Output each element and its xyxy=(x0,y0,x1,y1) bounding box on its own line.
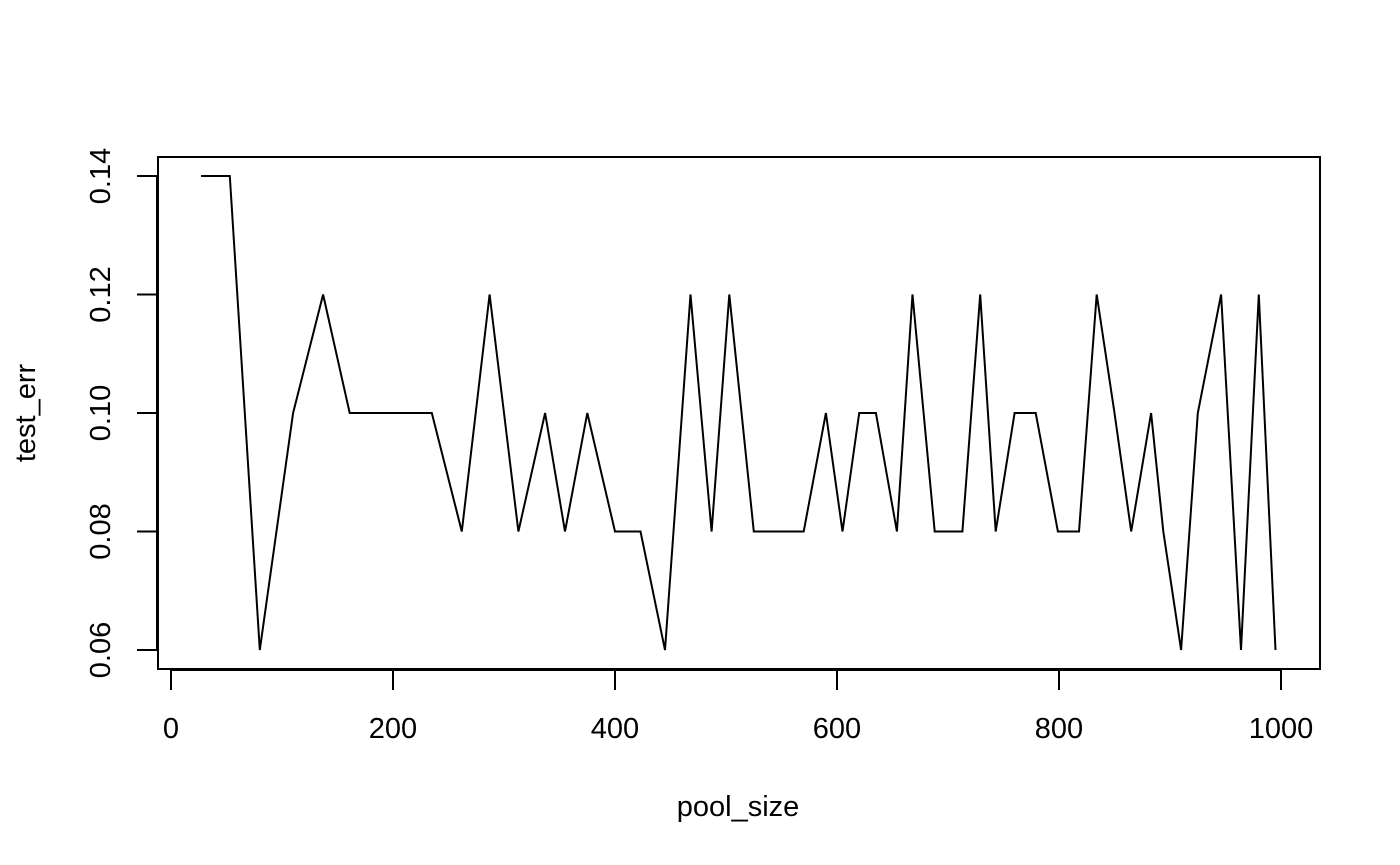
y-axis: 0.06 0.08 0.10 0.12 0.14 xyxy=(85,148,158,678)
x-tick-label: 400 xyxy=(591,713,639,745)
plot-frame xyxy=(157,156,1321,670)
y-tick-label: 0.08 xyxy=(85,503,117,559)
series-layer xyxy=(201,175,1277,651)
x-tick-label: 0 xyxy=(163,713,179,745)
y-tick-label: 0.14 xyxy=(85,148,117,204)
x-tick-label: 800 xyxy=(1035,713,1083,745)
y-tick-label: 0.10 xyxy=(85,385,117,441)
x-axis-label: pool_size xyxy=(677,791,800,823)
y-axis-label: test_err xyxy=(10,364,42,463)
series-line xyxy=(201,175,1277,651)
x-tick-label: 200 xyxy=(369,713,417,745)
x-tick-label: 600 xyxy=(813,713,861,745)
y-tick-label: 0.12 xyxy=(85,266,117,322)
y-tick-label: 0.06 xyxy=(85,622,117,678)
x-axis: 0 200 400 600 800 1000 xyxy=(163,669,1314,745)
x-tick-label: 1000 xyxy=(1249,713,1314,745)
